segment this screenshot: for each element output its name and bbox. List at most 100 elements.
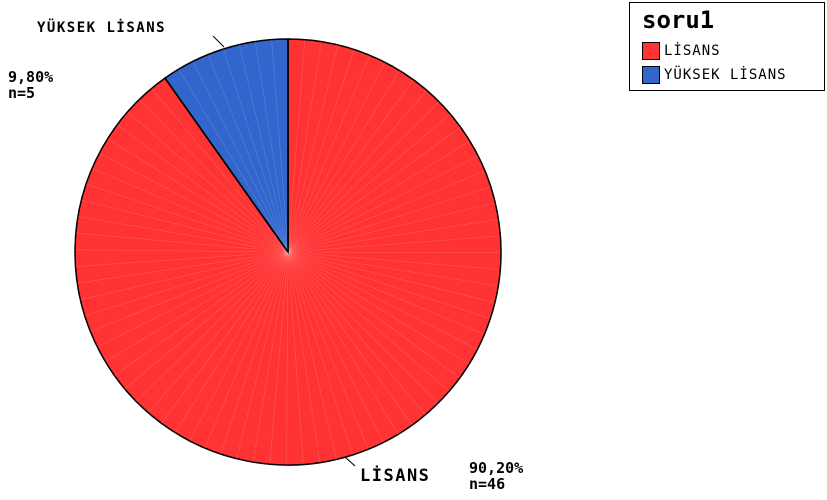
slice-texture-line <box>189 251 289 442</box>
legend: soru1 LİSANS YÜKSEK LİSANS <box>629 2 825 91</box>
slice-texture-line <box>287 251 384 443</box>
slice-texture-line <box>287 251 304 465</box>
slice-texture-line <box>135 251 289 402</box>
slice-texture-line <box>287 251 501 254</box>
pie-slices <box>74 38 502 466</box>
slice-texture-line <box>207 54 289 253</box>
slice-texture-line <box>287 251 439 404</box>
slice-texture-line <box>287 41 322 253</box>
slice-texture-line <box>287 251 369 450</box>
slice-texture-line <box>127 111 289 253</box>
slice-label-lisans: LİSANS <box>360 466 431 486</box>
slice-texture-line <box>287 251 478 350</box>
slice-texture-line <box>287 251 399 435</box>
slice-texture-line <box>287 251 499 287</box>
legend-swatch-yuksek-lisans <box>642 66 660 84</box>
legend-label-yuksek-lisans: YÜKSEK LİSANS <box>664 67 787 83</box>
slice-texture-line <box>287 170 486 253</box>
slice-texture-line <box>161 251 289 424</box>
slice-texture-line <box>287 219 499 253</box>
slice-texture-line <box>107 138 289 253</box>
slice-texture-line <box>287 113 451 253</box>
slice-texture-line <box>75 232 289 253</box>
slice-texture-line <box>75 251 289 267</box>
slice-texture-line <box>287 202 496 253</box>
slice-texture-line <box>287 251 353 456</box>
leader-line-yuksek-lisans <box>212 35 225 48</box>
slice-texture-line <box>287 140 471 253</box>
leader-lines <box>212 35 356 467</box>
slice-texture-line <box>255 41 289 253</box>
slice-texture-line <box>220 251 289 455</box>
slice-texture-line <box>116 124 289 253</box>
slice-texture-line <box>80 251 289 300</box>
slice-edge <box>164 77 289 253</box>
percent-label-yuksek-lisans: 9,80% <box>8 68 54 86</box>
legend-swatch-lisans <box>642 42 660 60</box>
slice-texture-line <box>204 251 289 449</box>
slice-texture-line <box>287 39 306 253</box>
slice-texture-line <box>77 251 289 284</box>
slice-texture-line <box>86 183 289 253</box>
slice-texture-line <box>271 39 289 253</box>
slice-texture-line <box>287 251 485 335</box>
slice-texture-line <box>269 251 289 465</box>
slice-texture-line <box>287 186 491 253</box>
slice-texture-line <box>286 251 289 465</box>
slice-texture-line <box>287 101 440 253</box>
count-label-yuksek-lisans: n=5 <box>8 84 36 102</box>
slice-texture-line <box>75 249 289 253</box>
slice-texture-line <box>223 48 289 253</box>
slice-texture-line <box>105 251 289 362</box>
slice-texture-line <box>287 251 426 415</box>
slice-texture-line <box>92 167 289 253</box>
slice-texture-line <box>97 251 289 348</box>
slice-texture-line <box>287 62 386 253</box>
slice-texture-line <box>174 251 289 433</box>
slice-label-yuksek-lisans: YÜKSEK LİSANS <box>37 20 167 36</box>
slice-texture-line <box>99 152 289 253</box>
slice-texture-line <box>287 49 355 253</box>
slice-texture-line <box>287 251 321 463</box>
percent-label-lisans: 90,20% <box>469 459 524 477</box>
slice-texture-line <box>287 70 400 253</box>
slice-texture-line <box>287 251 495 303</box>
slice-texture-line <box>287 251 491 319</box>
slice-texture-line <box>192 61 289 253</box>
legend-item-lisans: LİSANS <box>642 41 721 61</box>
slice-texture-line <box>151 88 289 253</box>
slice-texture-line <box>287 126 461 253</box>
slice-lisans <box>74 38 502 466</box>
slice-texture-line <box>287 44 339 253</box>
slice-texture-line <box>77 216 289 253</box>
slice-texture-line <box>287 79 414 253</box>
slice-texture-line <box>252 251 289 463</box>
slice-texture-line <box>90 251 289 332</box>
slice-texture-line <box>238 44 289 253</box>
count-label-lisans: n=46 <box>469 475 506 493</box>
legend-label-lisans: LİSANS <box>664 43 721 59</box>
slice-texture-line <box>287 55 370 253</box>
slice-yuksek-lisans <box>163 38 289 255</box>
slice-texture-line <box>114 251 289 376</box>
slice-texture-line <box>287 90 427 253</box>
leader-line-lisans <box>344 456 356 467</box>
slice-texture-line <box>287 251 337 460</box>
slice-texture-line <box>81 199 289 253</box>
slice-texture-line <box>287 235 501 253</box>
legend-title: soru1 <box>642 6 715 34</box>
slice-texture-line <box>287 251 460 379</box>
slice-texture-line <box>124 251 289 390</box>
legend-item-yuksek-lisans: YÜKSEK LİSANS <box>642 65 787 85</box>
slice-texture-line <box>287 251 470 365</box>
slice-texture-line <box>287 155 479 253</box>
slice-texture-line <box>178 69 289 253</box>
slice-texture-line <box>139 99 289 253</box>
slice-texture-line <box>236 251 289 459</box>
slice-texture-line <box>84 251 289 317</box>
slice-texture-line <box>287 251 450 392</box>
slice-texture-line <box>287 251 501 270</box>
slice-texture-line <box>287 251 413 426</box>
slice-texture-line <box>148 251 289 413</box>
